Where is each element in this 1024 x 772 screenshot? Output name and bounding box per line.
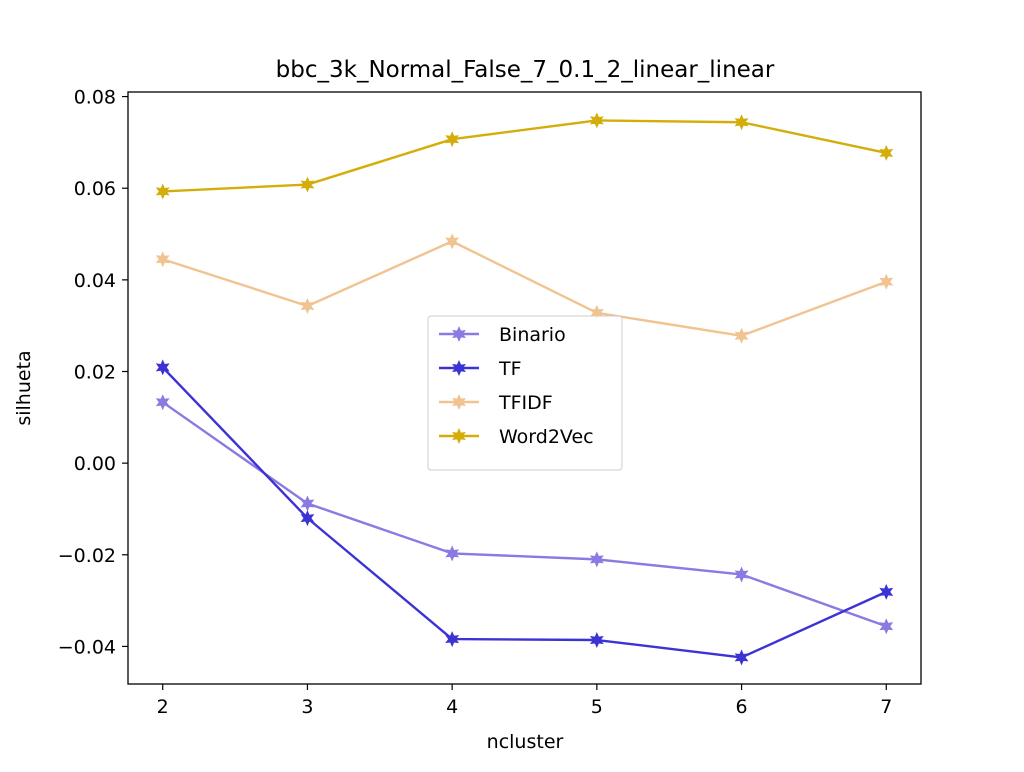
legend: Binario TF TFIDF Word2Vec xyxy=(427,315,623,471)
y-axis: 0.08 0.06 0.04 0.02 0.00 −0.02 −0.04 xyxy=(58,87,128,658)
data-point-binario xyxy=(734,566,749,583)
chart-title: bbc_3k_Normal_False_7_0.1_2_linear_linea… xyxy=(276,57,775,83)
data-point-word2vec xyxy=(734,114,749,131)
data-point-word2vec xyxy=(589,112,604,129)
x-axis: 2 3 4 5 6 7 xyxy=(157,684,892,718)
data-point-tf xyxy=(155,359,170,376)
x-axis-label: ncluster xyxy=(487,731,564,753)
legend-label-binario: Binario xyxy=(499,324,566,346)
y-tick-label: 0.08 xyxy=(74,87,116,109)
x-tick-label: 7 xyxy=(880,696,892,718)
y-tick-label: 0.02 xyxy=(74,362,116,384)
y-tick-label: 0.06 xyxy=(74,178,116,200)
y-tick-label: −0.02 xyxy=(58,545,116,567)
data-point-tf xyxy=(589,632,604,649)
data-point-word2vec xyxy=(300,176,315,193)
legend-box xyxy=(427,315,623,471)
data-point-binario xyxy=(155,394,170,411)
x-tick-label: 2 xyxy=(157,696,169,718)
data-point-binario xyxy=(589,551,604,568)
series-line-tf xyxy=(161,366,887,659)
y-tick-label: −0.04 xyxy=(58,636,116,658)
x-tick-label: 6 xyxy=(736,696,748,718)
plot-frame xyxy=(127,91,922,685)
data-point-tf xyxy=(445,631,460,648)
data-point-tfidf xyxy=(445,233,460,250)
legend-label-word2vec: Word2Vec xyxy=(499,426,594,448)
legend-label-tf: TF xyxy=(498,358,522,380)
data-point-tfidf xyxy=(879,273,894,290)
data-point-tf xyxy=(734,649,749,666)
data-point-tfidf xyxy=(734,327,749,344)
data-point-binario xyxy=(879,618,894,635)
legend-marker-tfidf xyxy=(452,394,466,410)
data-point-tfidf xyxy=(155,251,170,268)
x-tick-label: 3 xyxy=(301,696,313,718)
series-line-tfidf xyxy=(162,240,887,337)
data-point-tfidf xyxy=(300,297,315,314)
data-point-binario xyxy=(445,545,460,562)
series-line-word2vec xyxy=(162,119,887,193)
legend-label-tfidf: TFIDF xyxy=(498,392,553,414)
y-tick-label: 0.00 xyxy=(74,453,116,475)
series-line-binario xyxy=(162,401,887,628)
plot-area xyxy=(155,112,894,666)
y-tick-label: 0.04 xyxy=(74,270,116,292)
y-axis-label: silhueta xyxy=(13,350,35,425)
data-point-word2vec xyxy=(445,131,460,148)
data-point-tf xyxy=(879,583,894,600)
legend-marker-tf xyxy=(452,360,466,376)
data-point-word2vec xyxy=(879,144,894,161)
data-point-tf xyxy=(300,510,315,527)
x-tick-label: 4 xyxy=(446,696,458,718)
data-point-word2vec xyxy=(155,183,170,200)
legend-marker-word2vec xyxy=(452,428,466,444)
data-point-binario xyxy=(300,495,315,512)
legend-marker-binario xyxy=(452,326,466,342)
x-tick-label: 5 xyxy=(591,696,603,718)
